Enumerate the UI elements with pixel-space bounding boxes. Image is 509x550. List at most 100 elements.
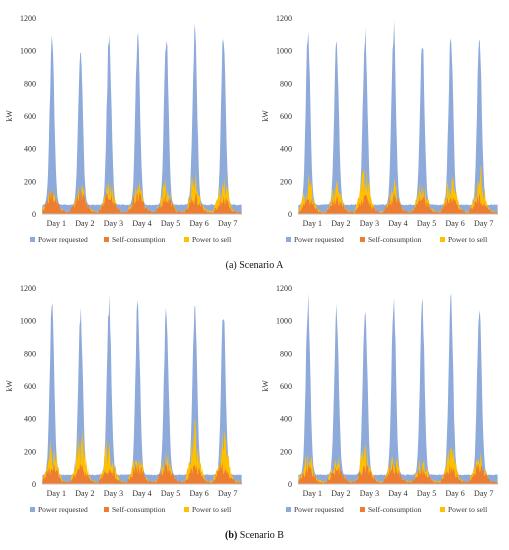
x-tick-label: Day 2	[331, 489, 350, 498]
x-tick-label: Day 4	[132, 489, 151, 498]
chart-scenario-a-right: 0 200 400 600 800 1000 1200 kW Day 1 Day 2 Day 3 Da…	[256, 2, 506, 252]
x-tick-label: Day 6	[189, 219, 208, 228]
legend-label: Power requested	[294, 235, 344, 244]
x-tick-label: Day 1	[47, 219, 66, 228]
y-tick-label: 400	[280, 145, 292, 154]
x-tick-label: Day 3	[360, 489, 379, 498]
legend-swatch	[440, 507, 445, 512]
series-self-consumption	[42, 188, 242, 214]
y-tick-label: 0	[288, 210, 292, 219]
x-tick-label: Day 7	[474, 489, 493, 498]
legend-label: Power to sell	[448, 235, 487, 244]
legend-swatch	[104, 507, 109, 512]
y-tick-label: 0	[32, 210, 36, 219]
x-tick-label: Day 3	[360, 219, 379, 228]
y-tick-label: 800	[24, 79, 36, 88]
x-tick-label: Day 2	[331, 219, 350, 228]
x-tick-label: Day 7	[218, 219, 237, 228]
legend-label: Power requested	[294, 505, 344, 514]
y-axis-label: kW	[5, 380, 14, 392]
y-tick-label: 800	[280, 349, 292, 358]
x-tick-label: Day 6	[445, 489, 464, 498]
y-tick-label: 1200	[276, 14, 292, 23]
y-tick-label: 800	[24, 349, 36, 358]
caption-b-text: Scenario B	[237, 530, 284, 541]
y-tick-label: 600	[280, 112, 292, 121]
y-tick-label: 1000	[20, 47, 36, 56]
legend-swatch	[360, 237, 365, 242]
series-power-requested	[298, 293, 498, 484]
y-tick-label: 400	[24, 415, 36, 424]
legend-label: Self-consumption	[368, 235, 422, 244]
series-power-requested	[42, 23, 242, 214]
caption-a-text: Scenario A	[236, 260, 284, 271]
x-tick-label: Day 6	[189, 489, 208, 498]
y-tick-label: 0	[32, 480, 36, 489]
legend-swatch	[286, 237, 291, 242]
x-tick-label: Day 4	[388, 219, 407, 228]
series-self-consumption	[298, 462, 498, 484]
y-axis-label: kW	[261, 380, 270, 392]
x-tick-label: Day 5	[161, 489, 180, 498]
x-tick-label: Day 7	[474, 219, 493, 228]
y-tick-label: 800	[280, 79, 292, 88]
caption-a-prefix: (a)	[225, 260, 237, 271]
legend-label: Power requested	[38, 235, 88, 244]
legend-label: Power requested	[38, 505, 88, 514]
y-tick-label: 200	[24, 447, 36, 456]
legend-label: Self-consumption	[368, 505, 422, 514]
series-power-to-sell	[42, 418, 242, 484]
chart-svg-a-left: 0 200 400 600 800 1000 1200 kW Day 1 Day 2 Day 3 Da…	[5, 14, 242, 244]
series-power-requested	[298, 20, 498, 214]
series-power-requested	[42, 294, 242, 484]
caption-b-prefix: (b)	[225, 530, 238, 541]
x-tick-label: Day 1	[47, 489, 66, 498]
legend-swatch	[184, 507, 189, 512]
legend-swatch	[440, 237, 445, 242]
x-tick-label: Day 5	[417, 219, 436, 228]
legend-label: Power to sell	[448, 505, 487, 514]
y-tick-label: 1200	[20, 284, 36, 293]
x-tick-label: Day 3	[104, 219, 123, 228]
legend-label: Self-consumption	[112, 235, 166, 244]
y-tick-label: 600	[280, 382, 292, 391]
y-tick-label: 200	[24, 177, 36, 186]
legend-swatch	[104, 237, 109, 242]
chart-svg-a-right: 0 200 400 600 800 1000 1200 kW Day 1 Day 2 Day 3 Da…	[261, 14, 498, 244]
x-tick-label: Day 1	[303, 489, 322, 498]
legend-swatch	[30, 237, 35, 242]
y-tick-label: 200	[280, 177, 292, 186]
legend-swatch	[30, 507, 35, 512]
legend-label: Power to sell	[192, 505, 231, 514]
legend-swatch	[184, 237, 189, 242]
x-tick-label: Day 5	[417, 489, 436, 498]
chart-scenario-b-left: 0 200 400 600 800 1000 1200 kW Day 1 Day 2 Day 3 Da…	[0, 272, 250, 522]
y-tick-label: 400	[24, 145, 36, 154]
chart-scenario-b-right: 0 200 400 600 800 1000 1200 kW Day 1 Day 2 Day 3 Da…	[256, 272, 506, 522]
legend-label: Self-consumption	[112, 505, 166, 514]
caption-scenario-a: (a) Scenario A	[0, 260, 509, 271]
y-tick-label: 1200	[276, 284, 292, 293]
legend-swatch	[286, 507, 291, 512]
legend-label: Power to sell	[192, 235, 231, 244]
y-tick-label: 1000	[276, 47, 292, 56]
y-tick-label: 600	[24, 382, 36, 391]
y-tick-label: 200	[280, 447, 292, 456]
chart-svg-b-right: 0 200 400 600 800 1000 1200 kW Day 1 Day 2 Day 3 Da…	[261, 284, 498, 514]
y-axis-label: kW	[5, 110, 14, 122]
x-tick-label: Day 6	[445, 219, 464, 228]
y-tick-label: 0	[288, 480, 292, 489]
legend-swatch	[360, 507, 365, 512]
x-tick-label: Day 4	[132, 219, 151, 228]
y-axis-label: kW	[261, 110, 270, 122]
x-tick-label: Day 2	[75, 489, 94, 498]
x-tick-label: Day 1	[303, 219, 322, 228]
series-self-consumption	[42, 461, 242, 484]
x-tick-label: Day 2	[75, 219, 94, 228]
y-tick-label: 600	[24, 112, 36, 121]
y-tick-label: 1200	[20, 14, 36, 23]
caption-scenario-b: (b) Scenario B	[0, 530, 509, 541]
chart-scenario-a-left: 0 200 400 600 800 1000 1200 kW Day 1 Day 2 Day 3 Da…	[0, 2, 250, 252]
x-tick-label: Day 4	[388, 489, 407, 498]
x-tick-label: Day 5	[161, 219, 180, 228]
